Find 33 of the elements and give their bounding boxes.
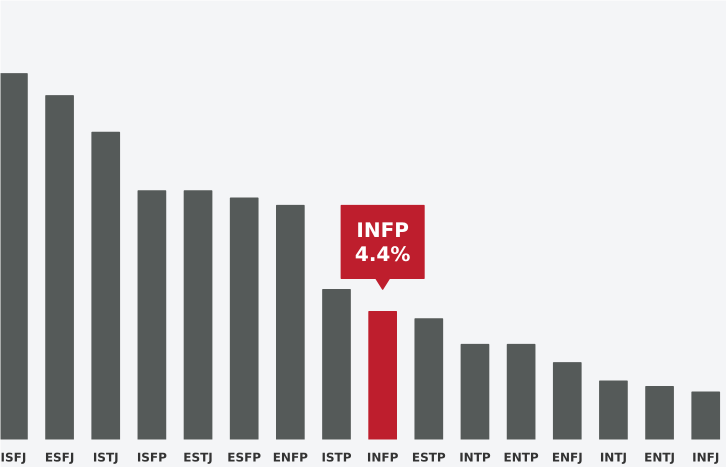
bar — [322, 289, 351, 440]
x-tick-label: ENFP — [272, 450, 308, 464]
x-tick-label: ENFJ — [552, 450, 583, 464]
x-tick-label: ESFJ — [44, 450, 74, 464]
x-tick-label: INTJ — [600, 450, 628, 464]
bar — [368, 310, 397, 440]
bar — [138, 190, 166, 440]
x-tick-label: ISFJ — [0, 450, 26, 464]
bar — [460, 344, 490, 440]
x-tick-label: ENTP — [504, 450, 539, 464]
bar — [0, 73, 28, 440]
bar — [506, 344, 536, 440]
bar — [552, 362, 582, 440]
bar — [691, 391, 720, 440]
x-tick-label: INFJ — [692, 450, 720, 464]
x-tick-label: ISFP — [136, 450, 168, 464]
x-tick-label: ENTJ — [644, 450, 676, 464]
bar — [45, 95, 74, 440]
x-tick-label: INFP — [366, 450, 399, 464]
x-tick-label: ISTP — [321, 450, 352, 464]
bar — [230, 198, 259, 440]
annotation: INFP 4.4% — [354, 218, 410, 266]
x-tick-label: ESFP — [227, 450, 262, 464]
bar — [414, 318, 444, 440]
x-tick-label: ESTJ — [183, 450, 213, 464]
bar — [276, 204, 305, 440]
x-tick-label: ESTP — [412, 450, 446, 464]
bar — [184, 190, 212, 440]
bar — [91, 132, 120, 440]
x-tick-label: ISTJ — [92, 450, 119, 464]
x-tick-label: INTP — [459, 450, 491, 464]
bar — [645, 386, 674, 440]
bar — [599, 380, 628, 440]
